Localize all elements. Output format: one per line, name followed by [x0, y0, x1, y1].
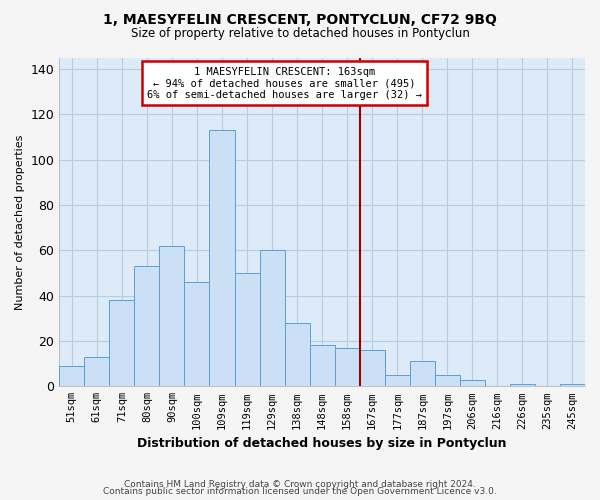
Bar [359, 350, 385, 387]
Text: 1, MAESYFELIN CRESCENT, PONTYCLUN, CF72 9BQ: 1, MAESYFELIN CRESCENT, PONTYCLUN, CF72 … [103, 12, 497, 26]
Bar [59, 366, 85, 386]
Bar [460, 380, 485, 386]
Bar [160, 246, 184, 386]
Bar [385, 375, 410, 386]
Y-axis label: Number of detached properties: Number of detached properties [15, 134, 25, 310]
Text: 1 MAESYFELIN CRESCENT: 163sqm
← 94% of detached houses are smaller (495)
6% of s: 1 MAESYFELIN CRESCENT: 163sqm ← 94% of d… [147, 66, 422, 100]
Bar [85, 357, 109, 386]
Bar [235, 273, 260, 386]
X-axis label: Distribution of detached houses by size in Pontyclun: Distribution of detached houses by size … [137, 437, 507, 450]
Bar [435, 375, 460, 386]
Bar [310, 346, 335, 387]
Bar [284, 323, 310, 386]
Bar [260, 250, 284, 386]
Bar [184, 282, 209, 387]
Text: Contains public sector information licensed under the Open Government Licence v3: Contains public sector information licen… [103, 488, 497, 496]
Text: Size of property relative to detached houses in Pontyclun: Size of property relative to detached ho… [131, 28, 469, 40]
Bar [134, 266, 160, 386]
Bar [510, 384, 535, 386]
Text: Contains HM Land Registry data © Crown copyright and database right 2024.: Contains HM Land Registry data © Crown c… [124, 480, 476, 489]
Bar [209, 130, 235, 386]
Bar [410, 362, 435, 386]
Bar [335, 348, 359, 387]
Bar [560, 384, 585, 386]
Bar [109, 300, 134, 386]
